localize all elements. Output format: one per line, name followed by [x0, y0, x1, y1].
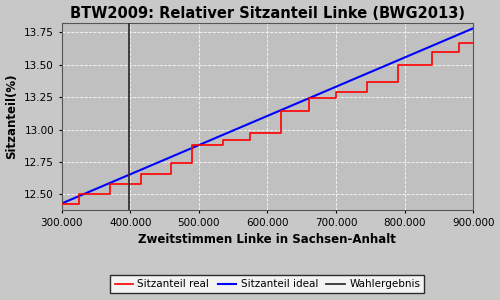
Sitzanteil real — [470, 41, 476, 44]
Sitzanteil real — [66, 202, 71, 205]
Sitzanteil ideal — [245, 122, 251, 126]
Sitzanteil ideal — [164, 157, 170, 160]
Sitzanteil ideal — [58, 202, 64, 205]
Sitzanteil real — [456, 41, 462, 44]
Line: Sitzanteil ideal: Sitzanteil ideal — [62, 28, 473, 203]
Title: BTW2009: Relativer Sitzanteil Linke (BWG2013): BTW2009: Relativer Sitzanteil Linke (BWG… — [70, 6, 465, 21]
Sitzanteil real — [124, 182, 130, 186]
Sitzanteil ideal — [132, 171, 138, 174]
Sitzanteil real — [346, 90, 352, 94]
X-axis label: Zweitstimmen Linke in Sachsen-Anhalt: Zweitstimmen Linke in Sachsen-Anhalt — [138, 233, 396, 246]
Sitzanteil real — [261, 132, 267, 135]
Line: Sitzanteil real: Sitzanteil real — [62, 43, 473, 203]
Sitzanteil real — [58, 202, 64, 205]
Sitzanteil ideal — [334, 85, 340, 88]
Legend: Sitzanteil real, Sitzanteil ideal, Wahlergebnis: Sitzanteil real, Sitzanteil ideal, Wahle… — [110, 275, 424, 293]
Sitzanteil real — [96, 193, 102, 196]
Y-axis label: Sitzanteil(%): Sitzanteil(%) — [6, 74, 18, 159]
Sitzanteil real — [168, 172, 174, 175]
Sitzanteil ideal — [301, 98, 307, 102]
Sitzanteil ideal — [470, 26, 476, 30]
Sitzanteil ideal — [368, 70, 374, 74]
